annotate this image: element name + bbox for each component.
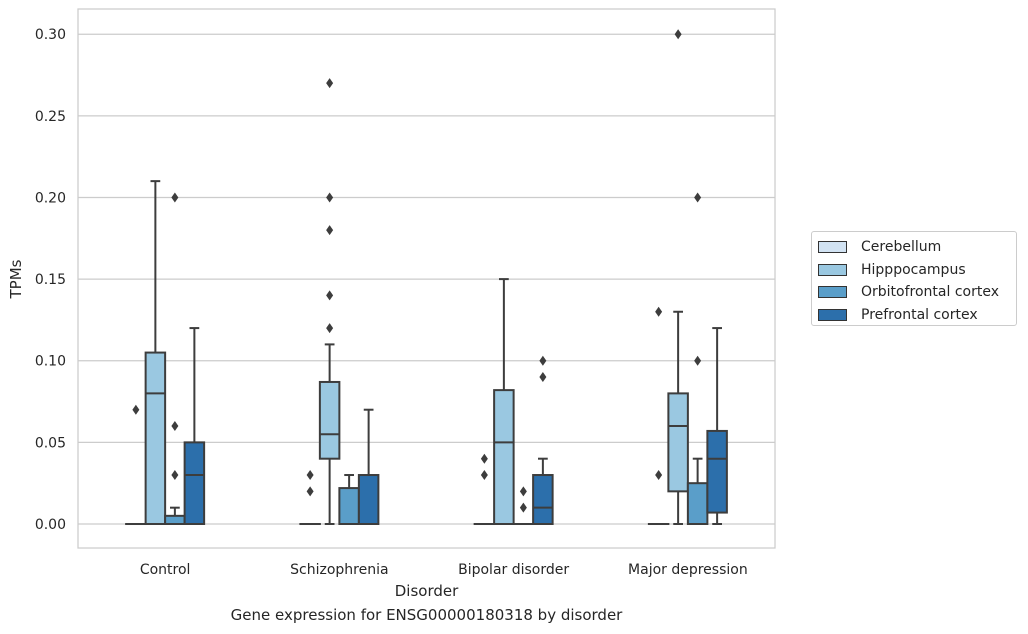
box-hipppocampus [144, 180, 167, 525]
outlier-point [171, 421, 179, 432]
legend-item-orbitofrontal: Orbitofrontal cortex [818, 281, 1016, 304]
y-tick-label: 0.10 [35, 354, 66, 370]
x-tick-labels: Control Schizophrenia Bipolar disorder Majo… [140, 562, 748, 578]
box-body [357, 474, 380, 526]
y-tick-label: 0.25 [35, 109, 66, 125]
outlier-point [326, 192, 334, 203]
x-axis-label: Disorder [395, 582, 459, 600]
legend-label: Orbitofrontal cortex [861, 284, 999, 301]
outlier-point [306, 486, 314, 497]
box-cerebellum [473, 453, 496, 526]
legend-item-prefrontal: Prefrontal cortex [818, 304, 1016, 327]
legend-item-cerebellum: Cerebellum [818, 236, 1016, 259]
legend-item-hippocampus: Hipppocampus [818, 259, 1016, 282]
box-series [125, 29, 728, 526]
y-tick-label: 0.30 [35, 27, 66, 43]
y-tick-label: 0.15 [35, 272, 66, 288]
chart-caption: Gene expression for ENSG00000180318 by d… [230, 606, 623, 624]
legend-swatch-hippocampus [818, 263, 847, 276]
box-orbitofrontal-cortex [338, 474, 360, 525]
box-prefrontal-cortex [532, 355, 554, 526]
outlier-point [132, 404, 140, 415]
box-body [144, 351, 167, 525]
box-cerebellum [125, 404, 147, 526]
box-hipppocampus [318, 78, 341, 525]
outlier-point [326, 323, 334, 334]
box-cerebellum [299, 470, 321, 526]
outlier-point [539, 355, 547, 366]
outlier-point [694, 355, 702, 366]
box-orbitofrontal-cortex [686, 192, 709, 525]
outlier-point [171, 470, 179, 481]
box-body [183, 441, 206, 525]
box-prefrontal-cortex [357, 408, 380, 526]
box-body [706, 429, 728, 514]
legend-label: Hipppocampus [861, 261, 966, 278]
box-cerebellum [647, 306, 670, 526]
outlier-point [694, 192, 702, 203]
legend-swatch-cerebellum [818, 241, 847, 254]
box-orbitofrontal-cortex [164, 192, 186, 525]
x-tick-label: Control [140, 562, 191, 578]
box-prefrontal-cortex [183, 327, 206, 525]
outlier-point [519, 502, 527, 513]
outlier-point [326, 290, 334, 301]
legend-swatch-orbitofrontal [818, 286, 847, 299]
box-hipppocampus [493, 278, 515, 525]
y-tick-label: 0.05 [35, 435, 66, 451]
x-tick-label: Major depression [628, 562, 748, 578]
box-orbitofrontal-cortex [512, 486, 535, 526]
legend: Cerebellum Hipppocampus Orbitofrontal co… [811, 231, 1017, 326]
box-body [318, 380, 341, 460]
box-body [493, 389, 515, 525]
outlier-point [326, 78, 334, 89]
box-body [667, 392, 689, 493]
box-body [164, 514, 186, 525]
legend-label: Prefrontal cortex [861, 306, 978, 323]
box-body [532, 474, 554, 526]
outlier-point [480, 470, 488, 481]
box-body [686, 482, 709, 525]
box-body [338, 487, 360, 525]
x-tick-label: Schizophrenia [290, 562, 388, 578]
box-hipppocampus [667, 29, 689, 525]
outlier-point [326, 225, 334, 236]
legend-label: Cerebellum [861, 239, 942, 256]
box-prefrontal-cortex [706, 327, 728, 525]
y-tick-label: 0.00 [35, 517, 66, 533]
y-tick-label: 0.20 [35, 190, 66, 206]
plot-frame [77, 8, 776, 549]
legend-swatch-prefrontal [818, 308, 847, 321]
outlier-point [655, 470, 663, 481]
outlier-point [539, 372, 547, 383]
outlier-point [480, 453, 488, 464]
y-tick-labels: 0.00 0.05 0.10 0.15 0.20 0.25 0.30 [35, 27, 66, 533]
outlier-point [655, 306, 663, 317]
x-tick-label: Bipolar disorder [458, 562, 569, 578]
outlier-point [306, 470, 314, 481]
outlier-point [171, 192, 179, 203]
outlier-point [519, 486, 527, 497]
y-axis-label: TPMs [7, 259, 25, 299]
outlier-point [674, 29, 682, 40]
